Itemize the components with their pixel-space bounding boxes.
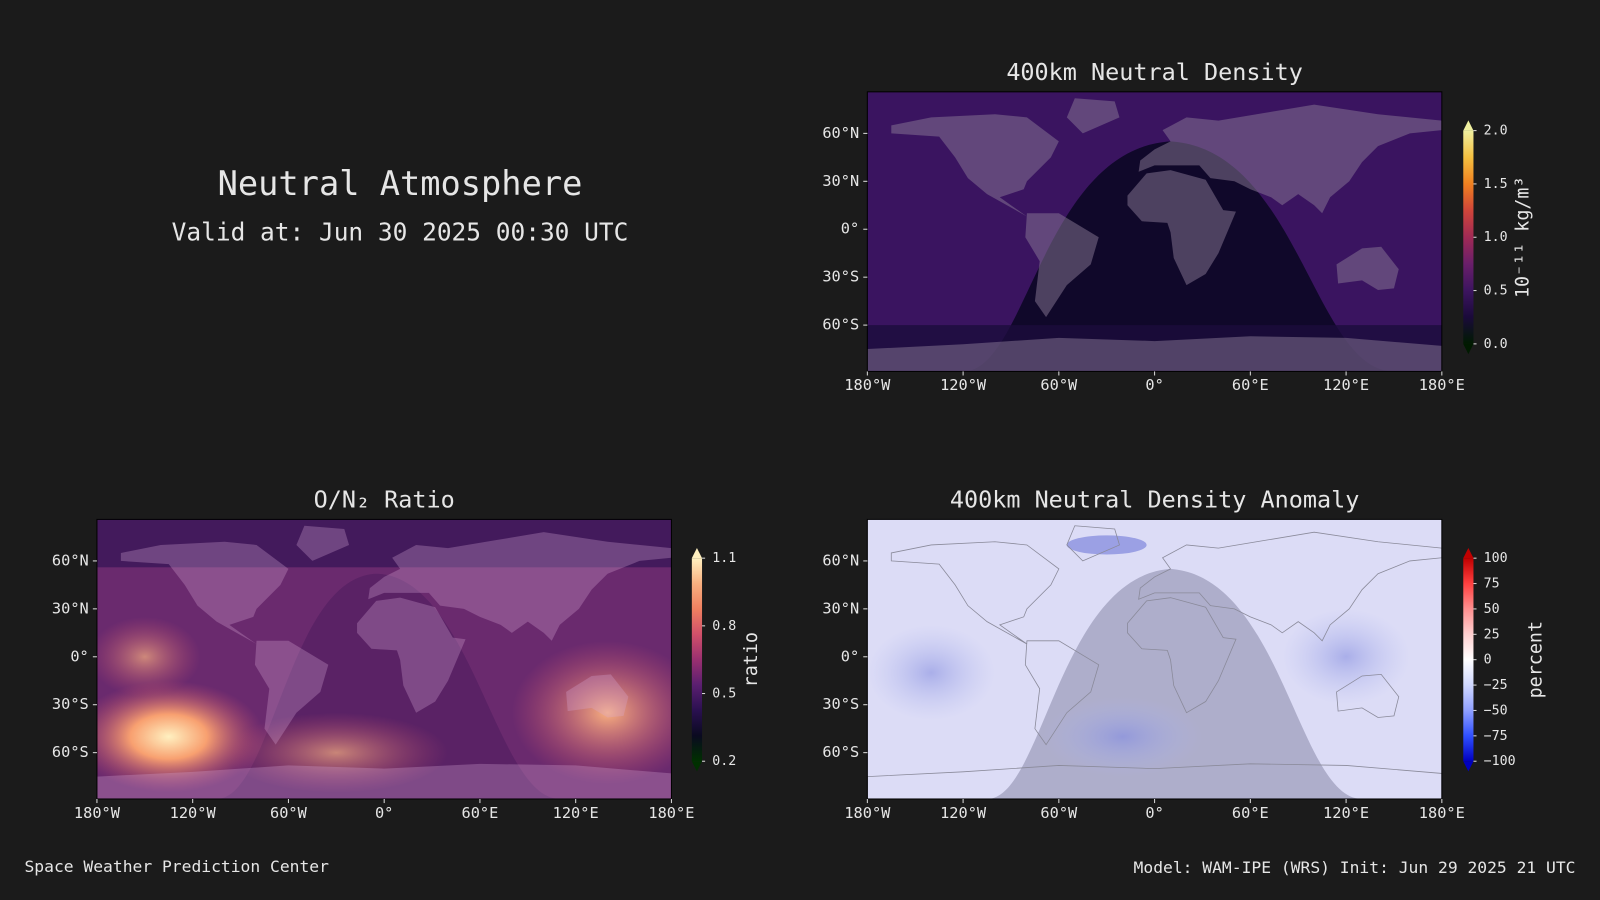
x-tick-label: 60°E <box>1232 804 1269 822</box>
colorbar-extend <box>1463 120 1474 131</box>
x-tick-label: 60°E <box>462 804 499 822</box>
x-tick-label: 0° <box>1145 376 1163 394</box>
x-tick-label: 180°W <box>844 804 891 822</box>
y-tick-label: 60°N <box>822 551 859 569</box>
colorbar-tick-label: 100 <box>1484 551 1508 566</box>
x-tick-label: 180°E <box>648 804 694 822</box>
x-tick-label: 120°W <box>940 376 987 394</box>
x-tick-label: 120°E <box>1323 376 1369 394</box>
colorbar-label: 10⁻¹¹ kg/m³ <box>1512 176 1533 298</box>
x-tick-label: 0° <box>375 804 393 822</box>
colorbar-extend <box>691 547 703 559</box>
colorbar-tick-label: 0 <box>1484 653 1492 668</box>
x-tick-label: 120°W <box>170 804 217 822</box>
footer-right: Model: WAM-IPE (WRS) Init: Jun 29 2025 2… <box>1134 858 1576 877</box>
colorbar-extend <box>1463 761 1474 772</box>
map-o-n2 <box>96 519 672 799</box>
x-tick-label: 60°E <box>1232 376 1269 394</box>
map-anomaly <box>867 519 1442 799</box>
colorbar-tick-label: 1.0 <box>1484 230 1508 245</box>
panel-title: 400km Neutral Density <box>1006 58 1303 86</box>
y-tick-label: 60°S <box>822 743 859 761</box>
x-tick-label: 180°W <box>74 804 121 822</box>
y-tick-label: 30°N <box>822 172 859 190</box>
x-tick-label: 120°E <box>553 804 599 822</box>
colorbar-tick-label: 0.8 <box>712 619 736 634</box>
colorbar <box>1463 130 1474 344</box>
y-tick-label: 30°N <box>52 599 89 617</box>
panel-title: O/N₂ Ratio <box>314 486 455 514</box>
x-tick-label: 60°W <box>1040 804 1078 822</box>
y-tick-label: 60°N <box>822 124 859 142</box>
y-tick-label: 30°S <box>52 695 89 713</box>
figure-title: Neutral Atmosphere <box>218 164 583 203</box>
colorbar-tick-label: 25 <box>1484 627 1500 642</box>
colorbar-extend <box>1463 343 1474 355</box>
colorbar-tick-label: 0.5 <box>712 687 736 702</box>
x-tick-label: 180°E <box>1419 376 1465 394</box>
colorbar-tick-label: 0.2 <box>712 754 736 769</box>
y-tick-label: 0° <box>841 647 859 665</box>
panel-title: 400km Neutral Density Anomaly <box>950 486 1359 514</box>
colorbar-tick-label: −25 <box>1484 678 1508 693</box>
x-tick-label: 120°E <box>1323 804 1369 822</box>
x-tick-label: 60°W <box>270 804 308 822</box>
colorbar-tick-label: 75 <box>1484 577 1500 592</box>
colorbar-tick-label: 1.1 <box>712 551 736 566</box>
map-density <box>867 91 1442 372</box>
figure-subtitle: Valid at: Jun 30 2025 00:30 UTC <box>172 218 629 247</box>
colorbar-tick-label: −100 <box>1484 754 1516 769</box>
x-tick-label: 60°W <box>1040 376 1078 394</box>
footer-left: Space Weather Prediction Center <box>24 857 329 876</box>
colorbar-tick-label: 50 <box>1484 602 1500 617</box>
y-tick-label: 0° <box>70 647 88 665</box>
colorbar-extend <box>1463 547 1474 559</box>
colorbar-tick-label: −75 <box>1484 729 1508 744</box>
colorbar-extend <box>691 761 703 772</box>
y-tick-label: 30°S <box>822 695 859 713</box>
colorbar-tick-label: −50 <box>1484 703 1508 718</box>
x-tick-label: 180°W <box>844 376 891 394</box>
y-tick-label: 60°S <box>822 316 859 334</box>
colorbar <box>1463 558 1474 762</box>
x-tick-label: 0° <box>1145 804 1163 822</box>
colorbar <box>691 558 703 762</box>
colorbar-label: percent <box>1526 621 1547 698</box>
y-tick-label: 0° <box>841 220 859 238</box>
colorbar-tick-label: 0.0 <box>1484 337 1508 352</box>
y-tick-label: 30°N <box>822 599 859 617</box>
colorbar-tick-label: 1.5 <box>1484 177 1508 192</box>
x-tick-label: 120°W <box>940 804 987 822</box>
y-tick-label: 60°N <box>52 551 89 569</box>
y-tick-label: 30°S <box>822 268 859 286</box>
colorbar-tick-label: 0.5 <box>1484 284 1508 299</box>
colorbar-tick-label: 2.0 <box>1484 124 1508 139</box>
y-tick-label: 60°S <box>52 743 89 761</box>
colorbar-label: ratio <box>741 632 762 687</box>
x-tick-label: 180°E <box>1419 804 1465 822</box>
